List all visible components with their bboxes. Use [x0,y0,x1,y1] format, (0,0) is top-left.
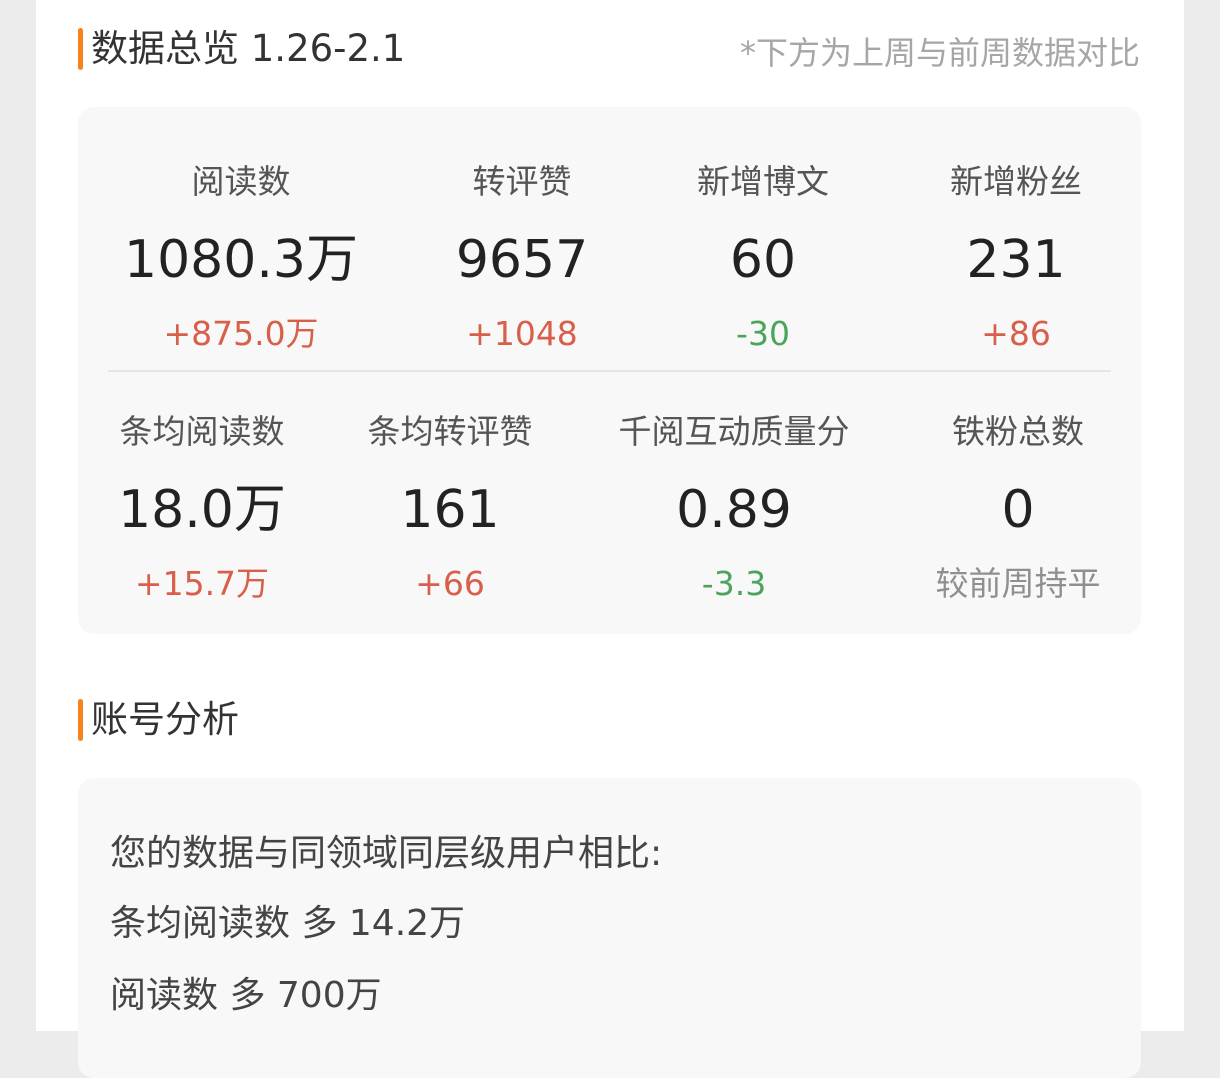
stat-item[interactable]: 新增粉丝 231 +86 [866,162,1166,354]
stat-label: 新增博文 [697,162,829,201]
stat-delta: +66 [415,564,485,603]
analysis-line: 阅读数 多 700万 [110,975,382,1016]
stat-value: 9657 [455,230,589,290]
accent-bar [78,28,83,70]
stat-item[interactable]: 转评赞 9657 +1048 [372,162,672,354]
stat-delta: 较前周持平 [935,564,1101,603]
stat-label: 新增粉丝 [950,162,1082,201]
stat-value: 161 [400,480,500,540]
stat-label: 条均阅读数 [119,412,285,451]
stat-value: 1080.3万 [124,230,358,290]
stat-value: 18.0万 [118,480,286,540]
stat-item[interactable]: 铁粉总数 0 较前周持平 [868,412,1168,604]
stat-label: 条均转评赞 [367,412,533,451]
stat-value: 0.89 [676,480,792,540]
overview-title: 数据总览 1.26-2.1 [91,27,406,70]
analysis-intro: 您的数据与同领域同层级用户相比: [110,833,663,874]
analysis-line: 条均阅读数 多 14.2万 [110,903,466,944]
analysis-box: 您的数据与同领域同层级用户相比: 条均阅读数 多 14.2万 阅读数 多 700… [78,778,1141,1078]
stat-delta: +86 [981,314,1051,353]
stat-label: 转评赞 [472,162,572,201]
stat-item[interactable]: 条均转评赞 161 +66 [300,412,600,604]
stat-delta: +1048 [466,314,578,353]
stat-value: 60 [729,230,797,290]
stat-label: 铁粉总数 [952,412,1084,451]
stat-item[interactable]: 千阅互动质量分 0.89 -3.3 [584,412,884,604]
divider [108,370,1111,372]
overview-header: 数据总览 1.26-2.1 [78,26,405,72]
stat-value: 0 [1001,480,1035,540]
comparison-note: *下方为上周与前周数据对比 [739,34,1140,72]
overview-stats-box: 阅读数 1080.3万 +875.0万 转评赞 9657 +1048 新增博文 60… [78,107,1141,634]
stat-label: 阅读数 [191,162,291,201]
stat-item[interactable]: 新增博文 60 -30 [613,162,913,354]
accent-bar [78,699,83,741]
stat-item[interactable]: 阅读数 1080.3万 +875.0万 [91,162,391,354]
stat-delta: +15.7万 [134,564,270,603]
stat-delta: +875.0万 [163,314,319,353]
stat-label: 千阅互动质量分 [618,412,850,451]
stat-item[interactable]: 条均阅读数 18.0万 +15.7万 [52,412,352,604]
analysis-title: 账号分析 [91,698,239,741]
stat-delta: -30 [736,314,790,353]
analysis-header: 账号分析 [78,697,239,743]
stat-delta: -3.3 [701,564,767,603]
stat-value: 231 [966,230,1066,290]
